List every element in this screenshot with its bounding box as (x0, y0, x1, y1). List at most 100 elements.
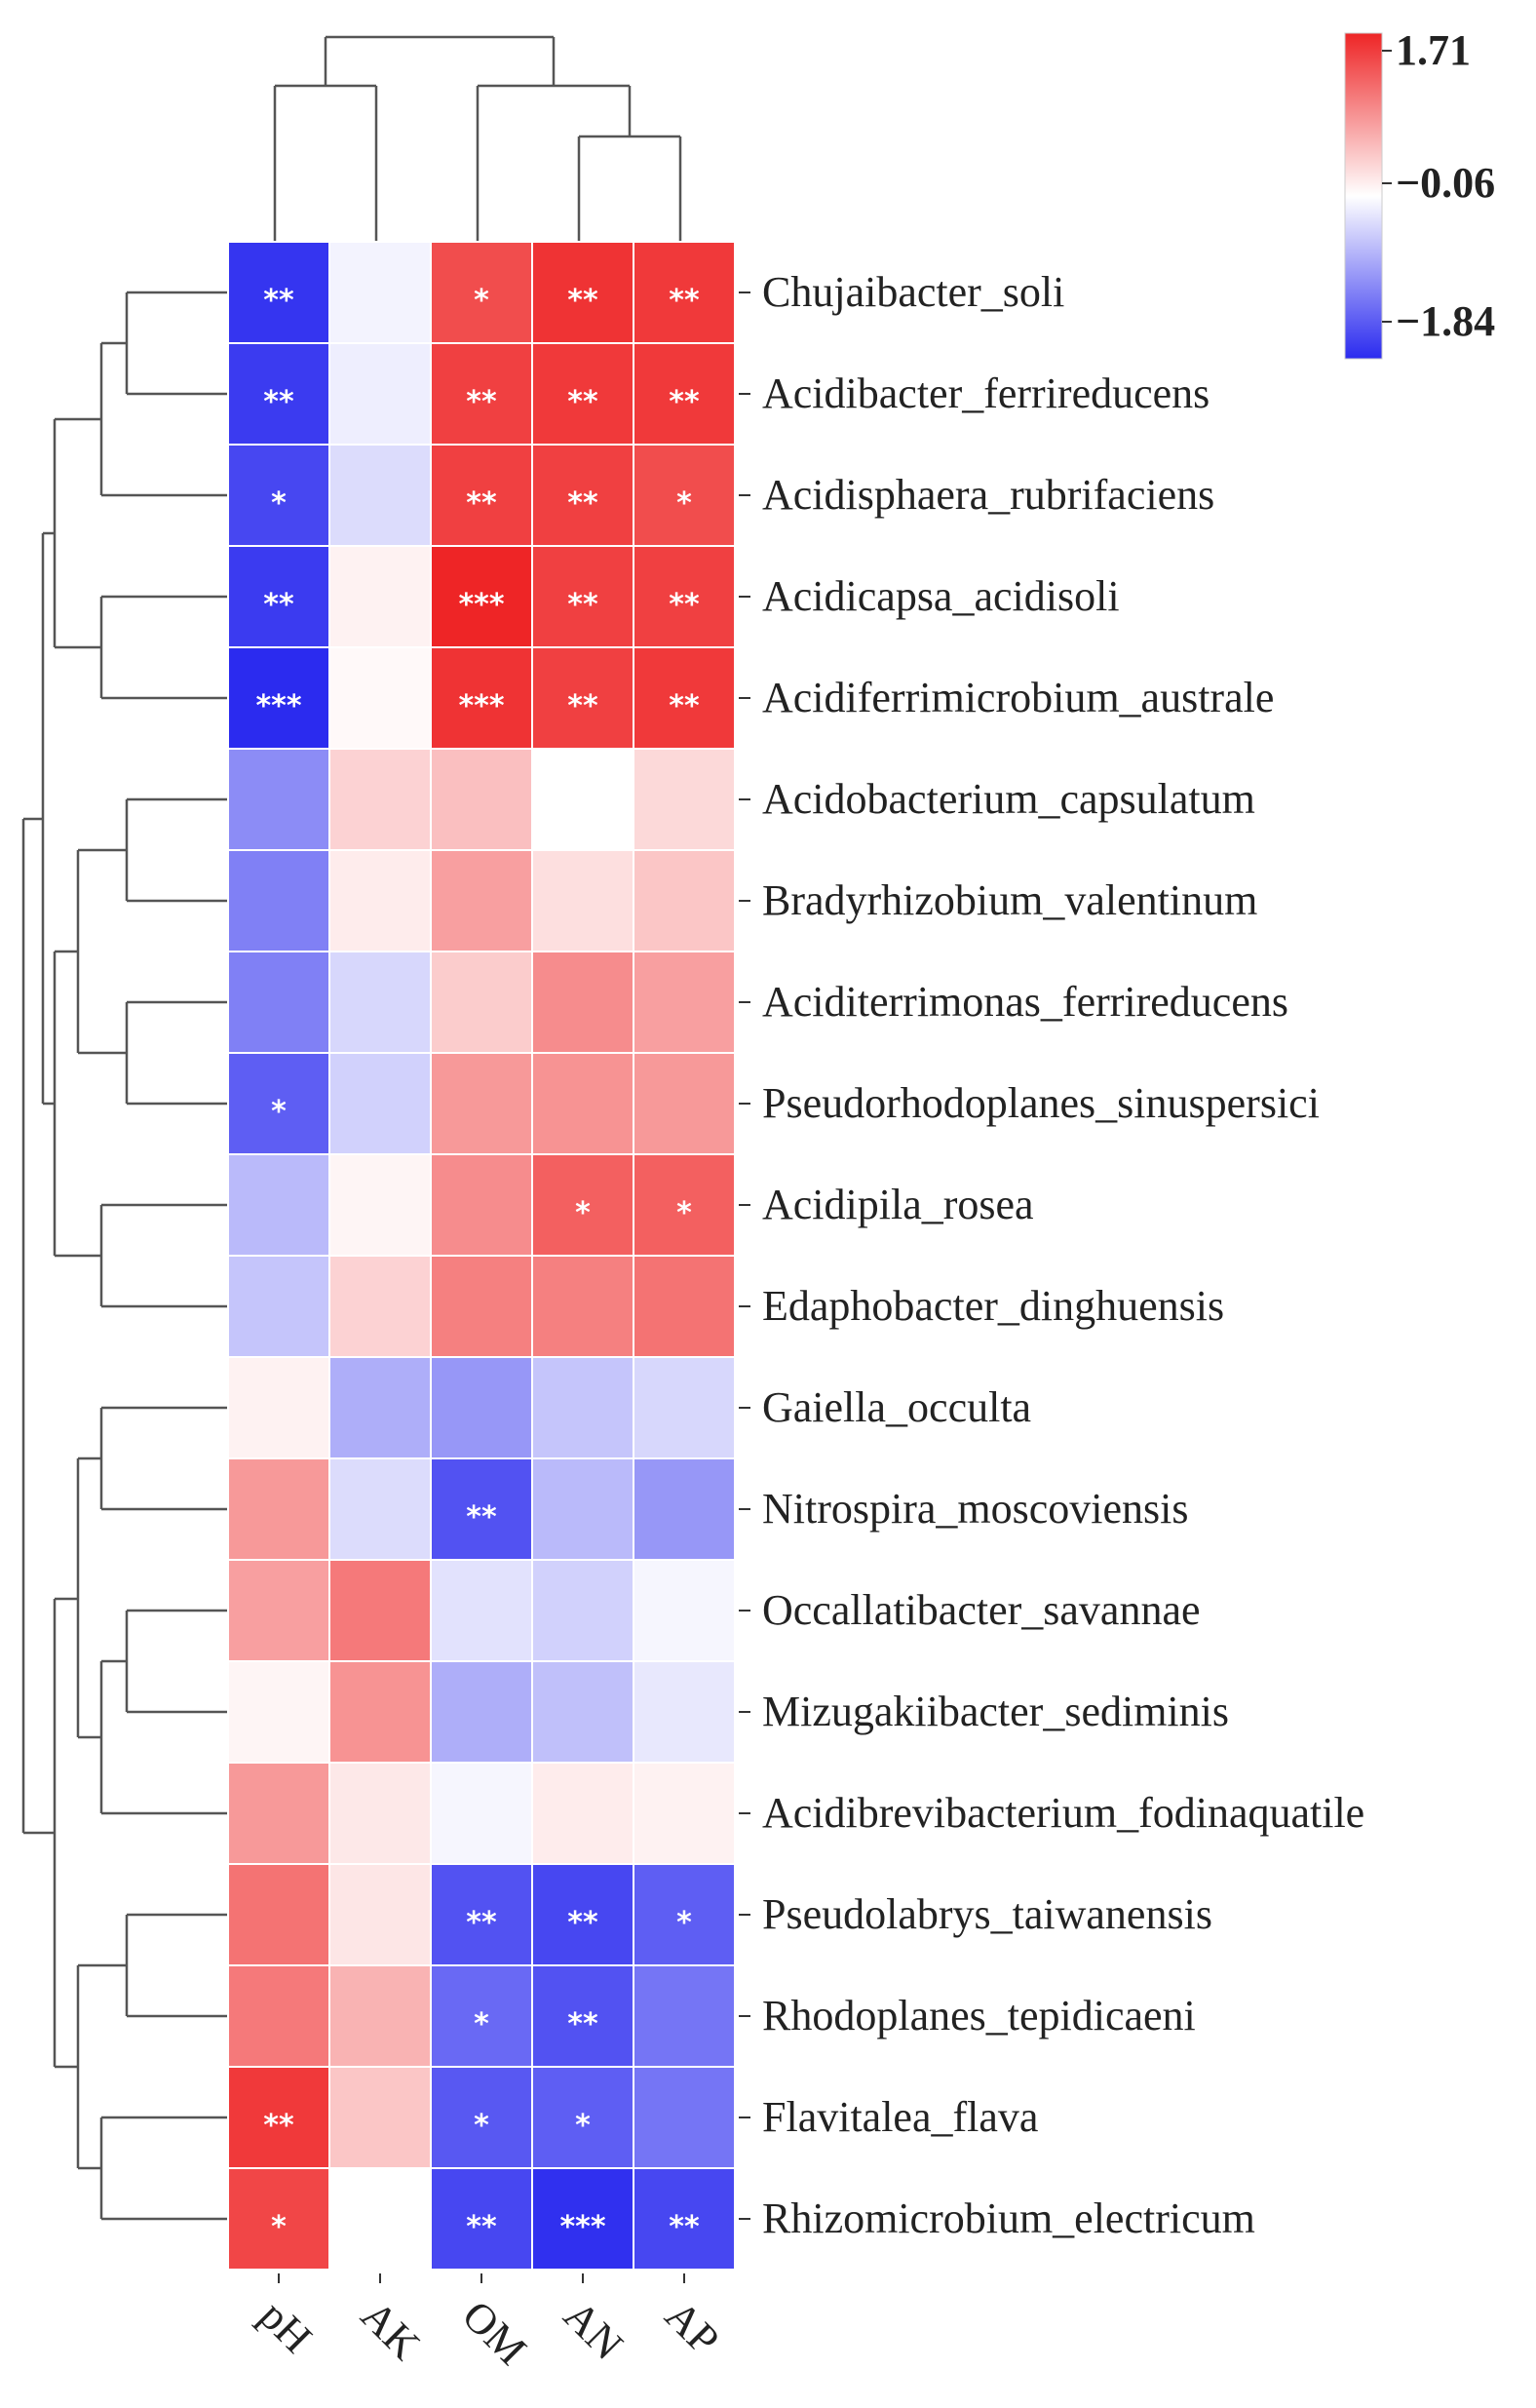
significance-markers: ** * ** **** ** ** *** ** ** *** *** ** ***** *** ** **… (255, 284, 700, 2244)
row-label: Pseudorhodoplanes_sinuspersici (762, 1079, 1320, 1127)
significance-marker: ** (567, 284, 598, 318)
heatmap-cell (227, 1153, 330, 1257)
significance-marker: ** (263, 385, 294, 419)
heatmap-cell (227, 1457, 330, 1561)
significance-marker: *** (458, 588, 504, 622)
significance-marker: ** (263, 284, 294, 318)
heatmap-cell (227, 951, 330, 1054)
column-label: AN (555, 2291, 633, 2369)
heatmap-cell (633, 1559, 736, 1662)
row-labels: Chujaibacter_soli Acidibacter_ferrireduce… (739, 268, 1364, 2242)
significance-marker: * (271, 1095, 287, 1129)
row-label: Bradyrhizobium_valentinum (762, 876, 1257, 924)
significance-marker: ** (567, 385, 598, 419)
heatmap-cell (328, 1964, 432, 2068)
heatmap-cell (227, 748, 330, 851)
significance-marker: ** (567, 588, 598, 622)
row-label: Rhizomicrobium_electricum (762, 2194, 1255, 2242)
heatmap-cell (430, 849, 533, 952)
heatmap-cell (430, 1762, 533, 1865)
significance-marker: ** (669, 385, 700, 419)
heatmap-cell (328, 1255, 432, 1358)
row-label: Acidipila_rosea (762, 1181, 1034, 1228)
significance-marker: ** (669, 284, 700, 318)
heatmap-cell (328, 1660, 432, 1764)
heatmap-cell (531, 1762, 634, 1865)
significance-marker: *** (559, 2210, 605, 2244)
row-label: Acidibrevibacterium_fodinaquatile (762, 1789, 1364, 1837)
column-label: AP (656, 2291, 728, 2363)
legend-tick-label: −1.84 (1396, 297, 1495, 345)
heatmap-cell (328, 1762, 432, 1865)
heatmap-cell (227, 2066, 330, 2169)
legend-tick-label: −0.06 (1396, 159, 1495, 207)
row-label: Edaphobacter_dinghuensis (762, 1282, 1224, 1330)
heatmap-cell (430, 545, 533, 648)
heatmap-cell (633, 2066, 736, 2169)
heatmap-cell (430, 1457, 533, 1561)
row-label: Flavitalea_flava (762, 2093, 1038, 2141)
significance-marker: *** (458, 689, 504, 723)
significance-marker: * (474, 2109, 489, 2143)
heatmap-cell (633, 951, 736, 1054)
heatmap-cell (227, 1255, 330, 1358)
heatmap-cell (328, 849, 432, 952)
heatmap-cells (227, 241, 736, 2271)
significance-marker: ** (466, 1500, 497, 1534)
heatmap-cell (531, 1660, 634, 1764)
heatmap-cell (430, 342, 533, 446)
heatmap-cell (633, 2167, 736, 2271)
heatmap-cell (531, 444, 634, 547)
heatmap-cell (227, 342, 330, 446)
heatmap-cell (227, 1660, 330, 1764)
row-label: Acidicapsa_acidisoli (762, 572, 1120, 620)
heatmap-cell (328, 1153, 432, 1257)
heatmap-cell (531, 1457, 634, 1561)
column-label: OM (453, 2291, 536, 2374)
heatmap-cell (633, 1052, 736, 1155)
heatmap-cell (531, 2167, 634, 2271)
significance-marker: * (271, 486, 287, 521)
significance-marker: ** (466, 2210, 497, 2244)
heatmap-cell (531, 646, 634, 750)
heatmap-cell (430, 1964, 533, 2068)
heatmap-cell (227, 1356, 330, 1459)
heatmap-cell (633, 1762, 736, 1865)
significance-marker: * (271, 2210, 287, 2244)
heatmap-cell (328, 1457, 432, 1561)
significance-marker: * (474, 2007, 489, 2041)
heatmap-cell (227, 241, 330, 344)
heatmap-cell (227, 1559, 330, 1662)
column-label: AK (352, 2291, 430, 2369)
column-dendrogram (273, 35, 682, 242)
heatmap-cell (430, 2167, 533, 2271)
heatmap-cell (328, 2167, 432, 2271)
heatmap-cell (328, 1052, 432, 1155)
row-label: Aciditerrimonas_ferrireducens (762, 978, 1288, 1026)
heatmap-cell (633, 1255, 736, 1358)
heatmap-cell (633, 545, 736, 648)
significance-marker: ** (263, 588, 294, 622)
heatmap-cell (430, 1255, 533, 1358)
heatmap-cell (328, 1356, 432, 1459)
heatmap-cell (227, 1863, 330, 1966)
row-label: Mizugakiibacter_sediminis (762, 1688, 1229, 1735)
significance-marker: * (575, 2109, 591, 2143)
heatmap-cell (633, 1356, 736, 1459)
heatmap-cell (430, 444, 533, 547)
column-label: pH (250, 2291, 322, 2362)
heatmap-cell (633, 444, 736, 547)
heatmap-cell (430, 1356, 533, 1459)
heatmap-cell (633, 748, 736, 851)
row-label: Nitrospira_moscoviensis (762, 1485, 1189, 1533)
heatmap-cell (633, 1964, 736, 2068)
heatmap-cell (430, 951, 533, 1054)
heatmap-cell (633, 1153, 736, 1257)
heatmap-cell (531, 1255, 634, 1358)
heatmap-cell (430, 1660, 533, 1764)
significance-marker: ** (567, 1906, 598, 1940)
heatmap-cell (633, 1660, 736, 1764)
color-legend: 1.71 −0.06 −1.84 (1344, 26, 1495, 360)
significance-marker: ** (263, 2109, 294, 2143)
